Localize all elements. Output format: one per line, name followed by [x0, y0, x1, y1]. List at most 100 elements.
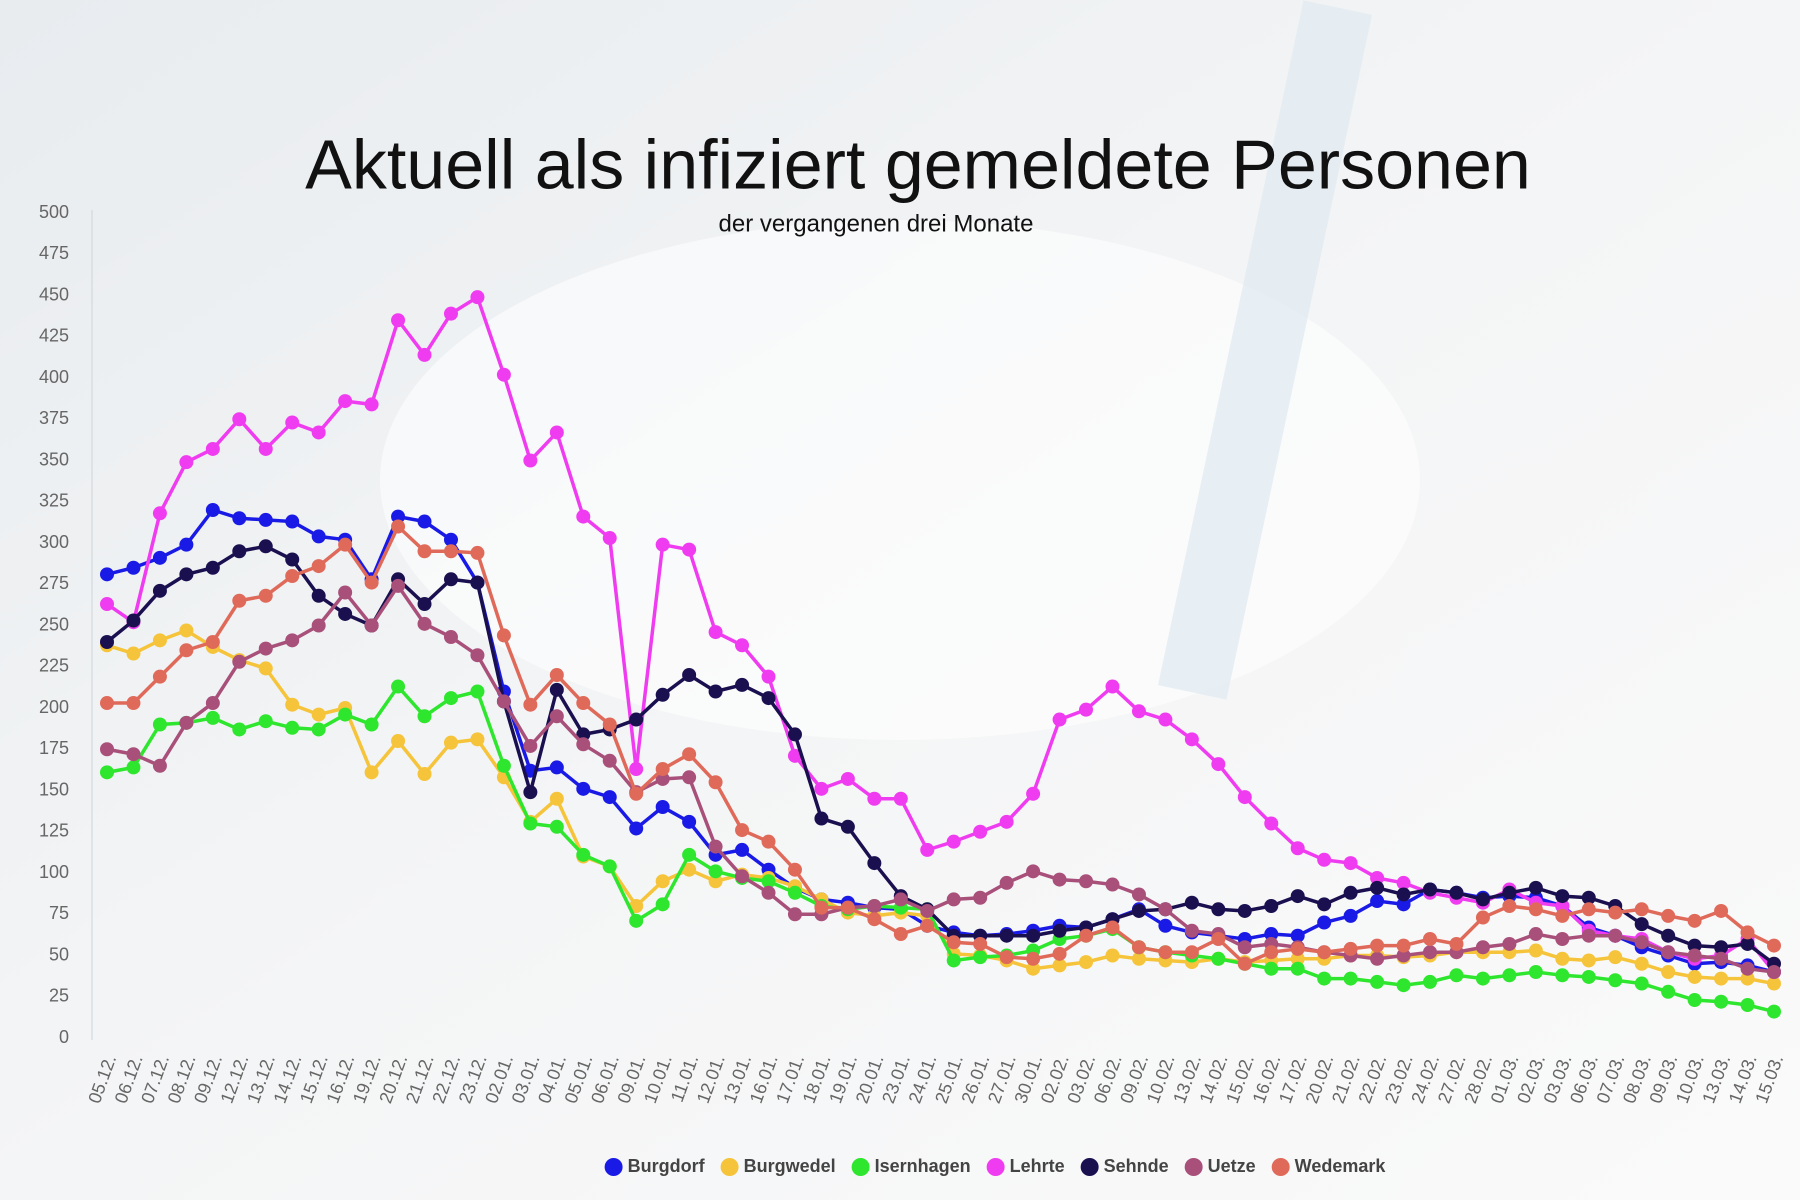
- data-point: [1317, 971, 1332, 986]
- data-point: [1343, 941, 1358, 956]
- data-point: [100, 567, 114, 582]
- y-tick-label: 225: [39, 656, 69, 676]
- data-point: [1211, 951, 1226, 966]
- data-point: [1396, 948, 1411, 963]
- data-point: [761, 885, 776, 900]
- data-point: [655, 771, 670, 786]
- data-point: [682, 668, 697, 682]
- data-point: [1396, 978, 1411, 993]
- data-point: [1475, 971, 1490, 986]
- data-point: [1767, 976, 1781, 991]
- data-point: [179, 623, 194, 638]
- data-point: [1687, 938, 1702, 953]
- data-point: [1158, 712, 1173, 727]
- data-point: [179, 715, 194, 730]
- data-point: [100, 696, 114, 711]
- data-point: [708, 625, 723, 640]
- data-point: [311, 722, 326, 737]
- data-point: [1449, 936, 1464, 951]
- data-point: [285, 552, 300, 567]
- data-point: [417, 709, 432, 724]
- data-point: [205, 560, 220, 575]
- legend-label: Lehrte: [1010, 1156, 1065, 1176]
- data-point: [1555, 908, 1570, 923]
- data-point: [1555, 899, 1570, 913]
- y-tick-label: 425: [39, 326, 69, 346]
- data-point: [1158, 945, 1173, 960]
- data-point: [1237, 903, 1252, 918]
- data-point: [232, 593, 247, 608]
- data-point: [1740, 925, 1755, 940]
- data-point: [1423, 882, 1438, 897]
- data-point: [523, 816, 538, 831]
- data-point: [417, 514, 432, 529]
- data-point: [1714, 903, 1729, 918]
- data-point: [708, 684, 723, 699]
- data-point: [946, 935, 961, 950]
- data-point: [576, 727, 591, 742]
- data-point: [417, 544, 432, 559]
- data-point: [1290, 961, 1305, 976]
- data-point: [1502, 968, 1517, 983]
- data-point: [179, 567, 194, 582]
- data-point: [1211, 902, 1226, 917]
- series-line: [107, 523, 1775, 966]
- data-point: [496, 367, 511, 382]
- data-point: [1396, 938, 1411, 953]
- data-point: [1475, 892, 1490, 907]
- data-point: [1237, 940, 1252, 955]
- data-point: [1767, 965, 1781, 979]
- data-point: [258, 714, 273, 729]
- legend-item: Sehnde: [1080, 1156, 1169, 1176]
- data-point: [152, 583, 167, 598]
- data-point: [126, 760, 141, 775]
- data-point: [787, 862, 802, 877]
- data-point: [735, 823, 750, 838]
- data-point: [1581, 928, 1596, 943]
- data-point: [152, 550, 167, 565]
- data-point: [893, 892, 908, 907]
- data-point: [682, 847, 697, 862]
- data-point: [1131, 887, 1146, 902]
- data-point: [470, 545, 485, 560]
- data-point: [417, 767, 432, 781]
- data-point: [973, 950, 988, 965]
- data-point: [893, 791, 908, 806]
- data-point: [391, 734, 406, 748]
- data-point: [787, 907, 802, 922]
- data-point: [443, 532, 458, 547]
- data-point: [258, 512, 273, 527]
- data-point: [1502, 899, 1517, 913]
- data-point: [470, 732, 485, 747]
- data-point: [152, 633, 167, 648]
- data-point: [338, 585, 353, 600]
- data-point: [1131, 704, 1146, 719]
- data-point: [100, 742, 114, 757]
- data-point: [761, 691, 776, 706]
- data-point: [470, 290, 485, 305]
- data-point: [708, 864, 723, 879]
- y-tick-label: 350: [39, 449, 69, 469]
- data-point: [1211, 757, 1226, 772]
- data-point: [152, 669, 167, 684]
- data-point: [814, 811, 829, 826]
- data-point: [1714, 951, 1729, 966]
- data-point: [840, 819, 855, 834]
- data-point: [549, 791, 564, 806]
- data-point: [1290, 889, 1305, 904]
- y-tick-label: 200: [39, 697, 69, 717]
- y-tick-label: 325: [39, 491, 69, 511]
- data-point: [1317, 852, 1332, 867]
- y-tick-label: 0: [59, 1027, 69, 1047]
- data-point: [1105, 920, 1120, 935]
- data-point: [735, 869, 750, 884]
- data-point: [126, 747, 141, 762]
- data-point: [311, 707, 326, 722]
- data-point: [920, 842, 935, 857]
- data-point: [655, 762, 670, 777]
- legend: Burgdorf Burgwedel Isernhagen Lehrte Sehnde U…: [604, 1156, 1386, 1176]
- data-point: [1026, 961, 1041, 976]
- y-tick-label: 375: [39, 408, 69, 428]
- data-point: [708, 874, 723, 889]
